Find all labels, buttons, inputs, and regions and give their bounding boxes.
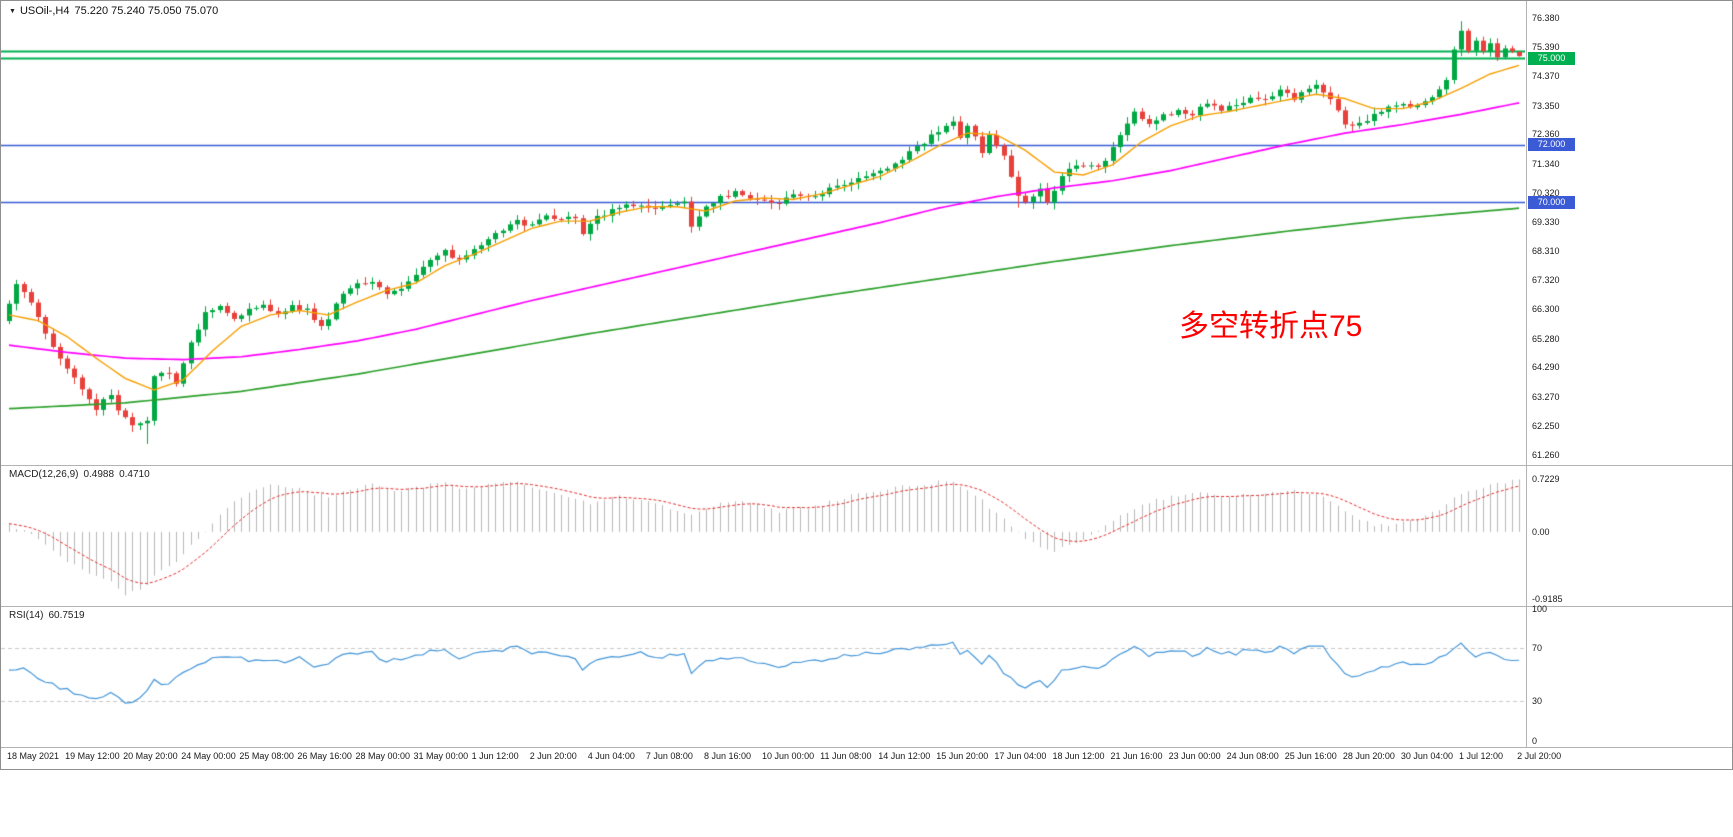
time-axis-label: 28 May 00:00 — [355, 751, 411, 761]
rsi-axis-label: 0 — [1532, 735, 1538, 746]
rsi-axis-label: 30 — [1532, 696, 1543, 706]
time-axis-label: 14 Jun 12:00 — [878, 751, 931, 761]
time-axis-label: 18 Jun 12:00 — [1052, 751, 1105, 761]
time-axis-label: 2 Jun 20:00 — [529, 751, 577, 761]
price-chart-canvas[interactable] — [1, 1, 1525, 465]
rsi-axis-label: 100 — [1532, 604, 1548, 614]
price-axis-label: 71.340 — [1532, 158, 1560, 169]
time-axis-label: 28 Jun 20:00 — [1342, 751, 1395, 761]
price-axis-label: 76.380 — [1532, 13, 1560, 24]
price-axis-label: 73.350 — [1532, 100, 1560, 111]
rsi-name: RSI(14) — [9, 610, 44, 621]
time-axis-label: 2 Jul 20:00 — [1517, 751, 1562, 761]
time-axis-label: 11 Jun 08:00 — [820, 751, 872, 761]
time-axis-label: 19 May 12:00 — [65, 751, 120, 761]
time-axis-label: 25 May 08:00 — [239, 751, 294, 761]
chart-symbol-marker-icon: ▼ — [9, 8, 16, 15]
chart-symbol-period: USOil-,H4 — [19, 5, 70, 17]
price-axis-label: 70.320 — [1532, 188, 1560, 199]
price-axis-divider — [1526, 1, 1527, 747]
macd-panel-canvas[interactable] — [1, 466, 1525, 606]
time-axis[interactable]: 18 May 2021 19 May 12:00 20 May 20:00 24 Ma… — [1, 748, 1732, 769]
time-axis-label: 15 Jun 20:00 — [936, 751, 989, 761]
rsi-label: RSI(14) 60.7519 — [9, 610, 90, 621]
time-axis-label: 25 Jun 16:00 — [1284, 751, 1337, 761]
macd-axis-label: 0.00 — [1532, 526, 1550, 537]
price-axis-label: 66.300 — [1532, 304, 1560, 315]
chart-annotation-text[interactable]: 多空转折点75 — [1179, 310, 1363, 343]
macd-main-value: 0.4988 — [83, 469, 115, 480]
price-axis-label: 63.270 — [1532, 391, 1560, 402]
time-axis-label: 18 May 2021 — [7, 751, 60, 761]
price-axis-label: 67.320 — [1532, 274, 1560, 285]
time-axis-label: 1 Jun 12:00 — [471, 751, 519, 761]
time-axis-label: 24 Jun 08:00 — [1226, 751, 1279, 761]
price-axis-label: 64.290 — [1532, 362, 1560, 373]
price-axis-label: 68.310 — [1532, 246, 1560, 257]
panel-divider-rsi[interactable] — [1, 606, 1732, 607]
price-axis-label: 69.330 — [1532, 216, 1560, 227]
time-axis-label: 4 Jun 04:00 — [587, 751, 635, 761]
price-axis-label: 62.250 — [1532, 420, 1560, 431]
rsi-panel-canvas[interactable] — [1, 607, 1525, 747]
time-axis-label: 30 Jun 04:00 — [1400, 751, 1453, 761]
chart-title: ▼ USOil-,H4 75.220 75.240 75.050 75.070 — [9, 5, 223, 17]
time-axis-label: 31 May 00:00 — [413, 751, 469, 761]
rsi-axis-label: 70 — [1532, 643, 1543, 653]
time-axis-label: 17 Jun 04:00 — [994, 751, 1047, 761]
price-axis-label: 74.370 — [1532, 71, 1560, 82]
price-badge: 72.000 — [1528, 138, 1575, 152]
time-axis-divider — [1, 747, 1732, 748]
time-axis-label: 23 Jun 00:00 — [1168, 751, 1221, 761]
price-axis-label: 65.280 — [1532, 333, 1560, 344]
price-badge: 70.000 — [1528, 195, 1575, 209]
time-axis-label: 8 Jun 16:00 — [703, 751, 751, 761]
rsi-value: 60.7519 — [48, 610, 85, 621]
macd-signal-value: 0.4710 — [119, 469, 150, 480]
time-axis-label: 26 May 16:00 — [297, 751, 352, 761]
time-axis-label: 24 May 00:00 — [181, 751, 236, 761]
chart-window: ▼ USOil-,H4 75.220 75.240 75.050 75.070 多空… — [0, 0, 1733, 770]
price-axis-label: 72.360 — [1532, 129, 1560, 140]
time-axis-label: 1 Jul 12:00 — [1459, 751, 1504, 761]
macd-name: MACD(12,26,9) — [9, 469, 79, 480]
time-axis-label: 10 Jun 00:00 — [762, 751, 815, 761]
macd-axis-label: -0.9185 — [1532, 594, 1563, 604]
time-axis-label: 21 Jun 16:00 — [1110, 751, 1163, 761]
macd-axis-label: 0.7229 — [1532, 474, 1560, 484]
price-axis[interactable]: 76.380 75.390 74.370 73.350 72.360 71.340 70.3… — [1527, 1, 1732, 769]
time-axis-label: 20 May 20:00 — [123, 751, 178, 761]
price-axis-label: 61.260 — [1532, 449, 1560, 460]
time-axis-label: 7 Jun 08:00 — [645, 751, 693, 761]
price-badge: 75.000 — [1528, 51, 1575, 65]
chart-ohlc-values: 75.220 75.240 75.050 75.070 — [74, 5, 219, 17]
macd-label: MACD(12,26,9) 0.4988 0.4710 — [9, 469, 155, 480]
panel-divider-macd[interactable] — [1, 465, 1732, 466]
price-axis-label: 75.390 — [1532, 41, 1560, 52]
